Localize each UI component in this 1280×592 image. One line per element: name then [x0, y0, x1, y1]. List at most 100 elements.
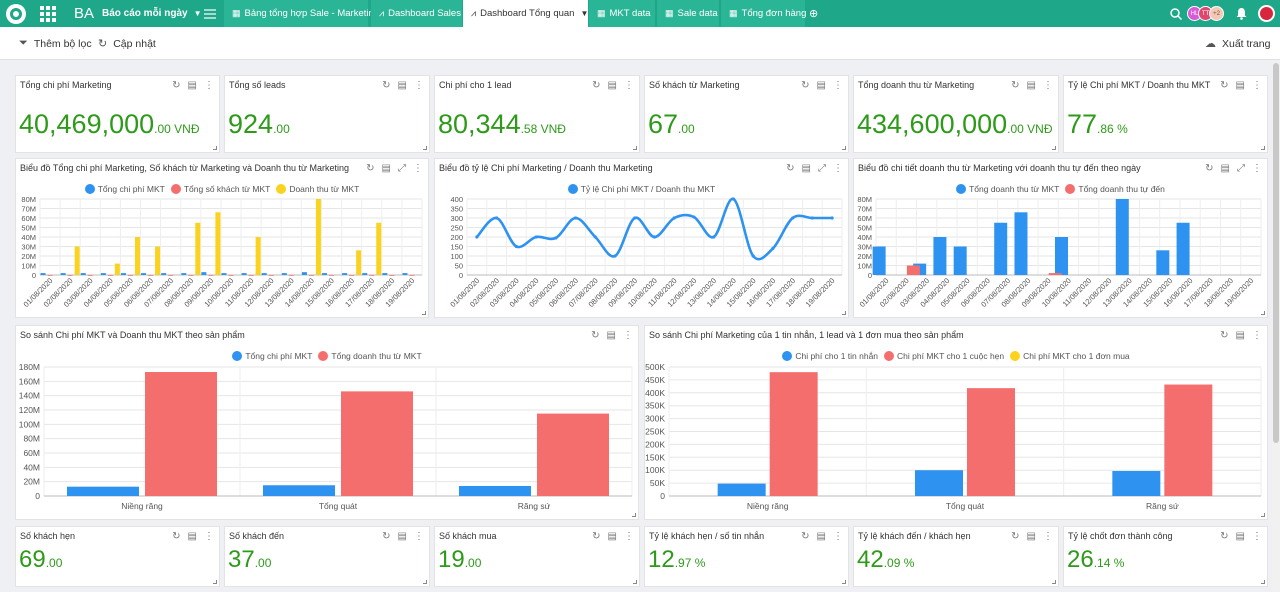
bar[interactable]	[308, 275, 314, 276]
tab-dashboard-sales[interactable]: ⩘ Dashboard Sales	[371, 0, 462, 27]
expand-icon[interactable]: ⤢	[818, 162, 826, 174]
more-options-icon[interactable]: ⋮	[414, 530, 424, 542]
bar[interactable]	[1176, 222, 1190, 275]
table-view-icon[interactable]: ▤	[187, 79, 197, 91]
bar[interactable]	[127, 275, 133, 276]
menu-icon[interactable]	[204, 0, 216, 27]
bar[interactable]	[402, 273, 408, 275]
bar[interactable]	[40, 273, 46, 275]
bar[interactable]	[329, 275, 335, 276]
bar[interactable]	[1164, 384, 1213, 496]
bar[interactable]	[168, 275, 174, 276]
refresh-icon[interactable]: ↻	[1220, 530, 1229, 542]
legend-item[interactable]: Chi phí MKT cho 1 cuộc hẹn	[884, 351, 1004, 361]
bar[interactable]	[107, 275, 113, 276]
bar[interactable]	[80, 273, 86, 275]
bar[interactable]	[1055, 237, 1068, 275]
bar[interactable]	[362, 273, 368, 275]
data-point[interactable]	[771, 246, 775, 250]
data-point[interactable]	[554, 236, 558, 240]
legend-item[interactable]: Tỷ lệ Chi phí MKT / Doanh thu MKT	[567, 184, 715, 194]
data-point[interactable]	[751, 254, 755, 258]
refresh-icon[interactable]: ↻	[172, 530, 181, 542]
table-view-icon[interactable]: ▤	[397, 79, 407, 91]
bar[interactable]	[188, 275, 194, 276]
table-view-icon[interactable]: ▤	[1235, 329, 1245, 341]
table-view-icon[interactable]: ▤	[1026, 79, 1036, 91]
resize-handle[interactable]	[842, 580, 846, 584]
table-view-icon[interactable]: ▤	[607, 79, 617, 91]
bar[interactable]	[114, 263, 120, 275]
table-view-icon[interactable]: ▤	[1235, 79, 1245, 91]
bar[interactable]	[342, 273, 348, 275]
tab-mkt-data[interactable]: ▦ MKT data	[589, 0, 655, 27]
bar[interactable]	[717, 483, 766, 496]
more-options-icon[interactable]: ⋮	[833, 162, 843, 174]
more-options-icon[interactable]: ⋮	[833, 79, 843, 91]
more-options-icon[interactable]: ⋮	[833, 530, 843, 542]
legend-item[interactable]: Chi phí MKT cho 1 đơn mua	[1010, 351, 1130, 361]
legend-item[interactable]: Chi phí cho 1 tin nhắn	[782, 351, 878, 361]
legend-item[interactable]: Tổng số khách từ MKT	[170, 184, 270, 194]
bar[interactable]	[87, 275, 93, 276]
bar[interactable]	[255, 237, 261, 275]
table-view-icon[interactable]: ▤	[606, 329, 616, 341]
refresh-icon[interactable]: ↻	[1220, 329, 1229, 341]
legend-item[interactable]: Tổng chi phí MKT	[84, 184, 165, 194]
bar[interactable]	[915, 470, 963, 496]
legend-item[interactable]: Doanh thu từ MKT	[276, 184, 359, 194]
update-button[interactable]: ↻ Cập nhật	[98, 37, 156, 51]
more-options-icon[interactable]: ⋮	[1252, 530, 1262, 542]
bar[interactable]	[181, 273, 187, 275]
bar[interactable]	[769, 372, 818, 496]
expand-icon[interactable]: ⤢	[1237, 162, 1245, 174]
bar[interactable]	[261, 273, 267, 275]
app-logo[interactable]	[6, 0, 26, 27]
more-options-icon[interactable]: ⋮	[413, 162, 423, 174]
data-point[interactable]	[514, 244, 518, 249]
more-options-icon[interactable]: ⋮	[624, 79, 634, 91]
data-point[interactable]	[791, 216, 795, 220]
tab-sale-marketing[interactable]: ▦ Bảng tổng hợp Sale - Marketing	[224, 0, 379, 27]
bar[interactable]	[1048, 273, 1062, 275]
data-point[interactable]	[731, 197, 736, 201]
export-page-button[interactable]: ☁ Xuất trang	[1205, 37, 1271, 51]
table-view-icon[interactable]: ▤	[187, 530, 197, 542]
resize-handle[interactable]	[842, 311, 846, 315]
more-options-icon[interactable]: ⋮	[624, 530, 634, 542]
series-line[interactable]	[475, 197, 833, 261]
refresh-icon[interactable]: ↻	[591, 329, 600, 341]
bar[interactable]	[47, 275, 53, 276]
refresh-icon[interactable]: ↻	[786, 162, 795, 174]
bar[interactable]	[953, 246, 967, 276]
bar[interactable]	[268, 275, 274, 276]
bar[interactable]	[281, 273, 287, 275]
bar[interactable]	[120, 273, 126, 275]
more-options-icon[interactable]: ⋮	[623, 329, 633, 341]
add-tab-icon[interactable]: ⊕	[809, 8, 819, 20]
bar[interactable]	[1115, 199, 1129, 275]
apps-grid-icon[interactable]	[40, 0, 56, 27]
search-icon[interactable]	[1170, 0, 1182, 27]
refresh-icon[interactable]: ↻	[382, 530, 391, 542]
bar[interactable]	[872, 246, 886, 276]
refresh-icon[interactable]: ↻	[172, 79, 181, 91]
bar[interactable]	[1112, 470, 1161, 496]
resize-handle[interactable]	[1261, 146, 1265, 150]
bar[interactable]	[201, 272, 207, 275]
resize-handle[interactable]	[423, 146, 427, 150]
table-view-icon[interactable]: ▤	[397, 530, 407, 542]
bar[interactable]	[148, 275, 154, 276]
table-view-icon[interactable]: ▤	[1235, 530, 1245, 542]
more-options-icon[interactable]: ⋮	[204, 530, 214, 542]
bar[interactable]	[155, 246, 161, 276]
resize-handle[interactable]	[213, 146, 217, 150]
bar[interactable]	[906, 265, 920, 276]
data-point[interactable]	[830, 216, 834, 220]
bar[interactable]	[145, 372, 217, 496]
data-point[interactable]	[652, 235, 657, 239]
bar[interactable]	[60, 273, 66, 275]
bar[interactable]	[301, 272, 307, 275]
resize-handle[interactable]	[842, 146, 846, 150]
bell-icon[interactable]	[1236, 0, 1247, 27]
